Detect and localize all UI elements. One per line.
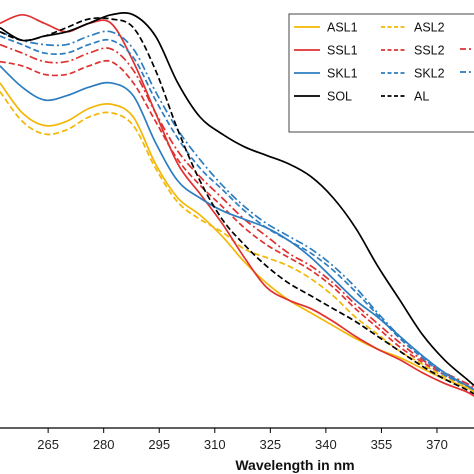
x-axis-label: Wavelength in nm xyxy=(235,457,354,473)
x-tick-label: 340 xyxy=(315,437,337,452)
series-line-ssl3 xyxy=(0,43,474,389)
x-tick-label: 310 xyxy=(204,437,226,452)
legend-label-asl2: ASL2 xyxy=(414,21,445,35)
series-line-skl2 xyxy=(0,35,474,391)
legend-label-skl1: SKL1 xyxy=(327,67,358,81)
x-tick-label: 265 xyxy=(37,437,59,452)
legend-label-ssl1: SSL1 xyxy=(327,44,358,58)
legend: ASL1 ASL2 SSL1 SSL2 SKL1 SKL2 SOL AL xyxy=(288,13,474,133)
x-tick-label: 355 xyxy=(371,437,393,452)
x-tick-label: 280 xyxy=(93,437,115,452)
legend-label-ssl2: SSL2 xyxy=(414,44,445,58)
legend-label-al: AL xyxy=(414,90,429,104)
series-line-skl3 xyxy=(0,30,474,391)
axes: 265 280 295 310 325 340 355 370 xyxy=(0,427,474,452)
x-tick-label: 295 xyxy=(148,437,170,452)
x-tick-label: 325 xyxy=(259,437,281,452)
series-line-ssl2 xyxy=(0,59,474,391)
plot-area xyxy=(0,11,474,397)
series-line-asl2 xyxy=(0,90,474,391)
series-line-asl1 xyxy=(0,82,474,393)
series-line-sol xyxy=(0,11,474,387)
x-tick-label: 370 xyxy=(426,437,448,452)
legend-label-sol: SOL xyxy=(327,90,352,104)
legend-label-skl2: SKL2 xyxy=(414,67,445,81)
legend-label-asl1: ASL1 xyxy=(327,21,358,35)
